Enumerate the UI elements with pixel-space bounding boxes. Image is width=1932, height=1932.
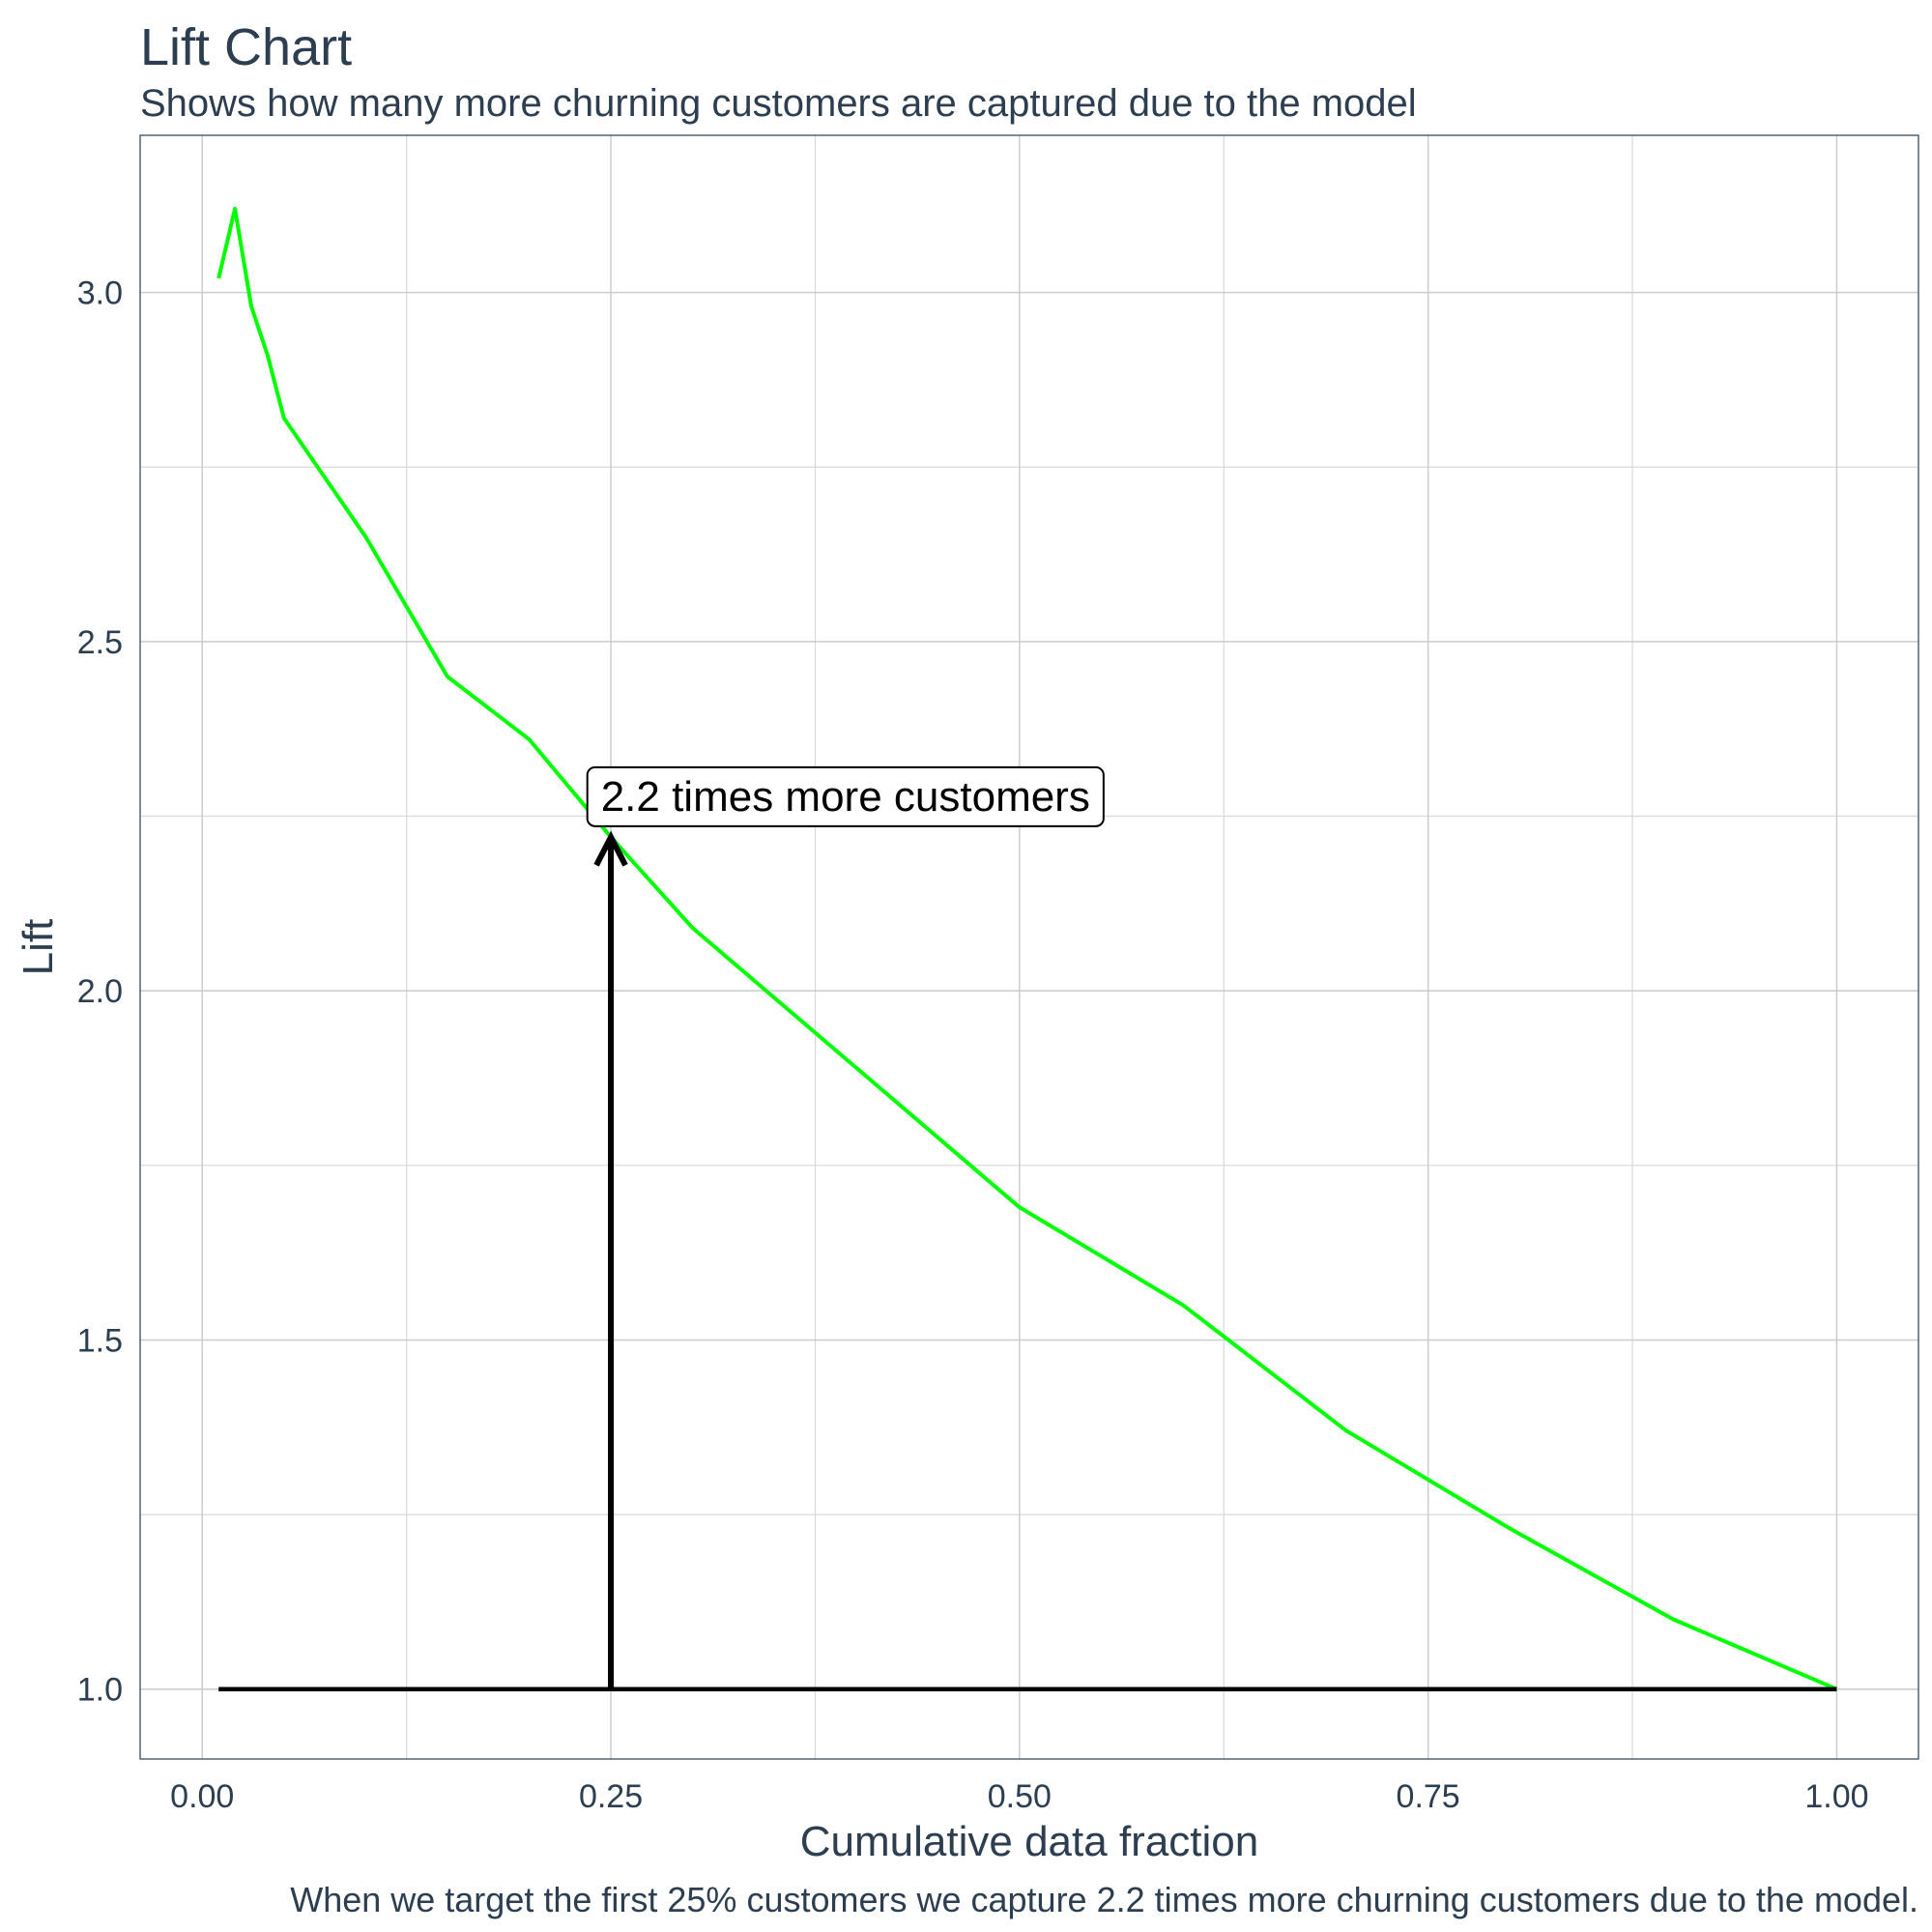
annotation-label: 2.2 times more customers: [586, 765, 1105, 827]
x-tick-label: 1.00: [1804, 1778, 1868, 1815]
lift-series-line: [216, 206, 1838, 1691]
y-axis-title: Lift: [14, 919, 62, 976]
chart-caption: When we target the first 25% customers w…: [290, 1880, 1918, 1919]
y-tick-label: 3.0: [77, 275, 123, 312]
annotation-label-text: 2.2 times more customers: [601, 773, 1090, 821]
x-tick-label: 0.75: [1397, 1778, 1460, 1815]
grid-lines: [140, 135, 1918, 1759]
x-tick-label: 0.00: [170, 1778, 234, 1815]
annotation-label-box: [586, 765, 1105, 827]
annotation-arrow-head: [593, 830, 628, 867]
panel-border: [139, 134, 1919, 1760]
chart-title: Lift Chart: [140, 18, 352, 76]
series-layer: [216, 206, 1838, 1691]
y-tick-label: 1.5: [77, 1322, 123, 1359]
annotation-layer: 2.2 times more customers: [586, 765, 1105, 1689]
y-axis-ticks: 1.0 1.5 2.0 2.5 3.0: [77, 275, 123, 1709]
x-axis-title: Cumulative data fraction: [800, 1818, 1258, 1865]
x-axis-ticks: 0.00 0.25 0.50 0.75 1.00: [170, 1778, 1868, 1815]
chart-subtitle: Shows how many more churning customers a…: [140, 82, 1417, 125]
y-tick-label: 2.5: [77, 624, 123, 661]
x-tick-label: 0.25: [579, 1778, 643, 1815]
y-tick-label: 2.0: [77, 973, 123, 1010]
y-tick-label: 1.0: [77, 1672, 123, 1709]
x-tick-label: 0.50: [988, 1778, 1052, 1815]
